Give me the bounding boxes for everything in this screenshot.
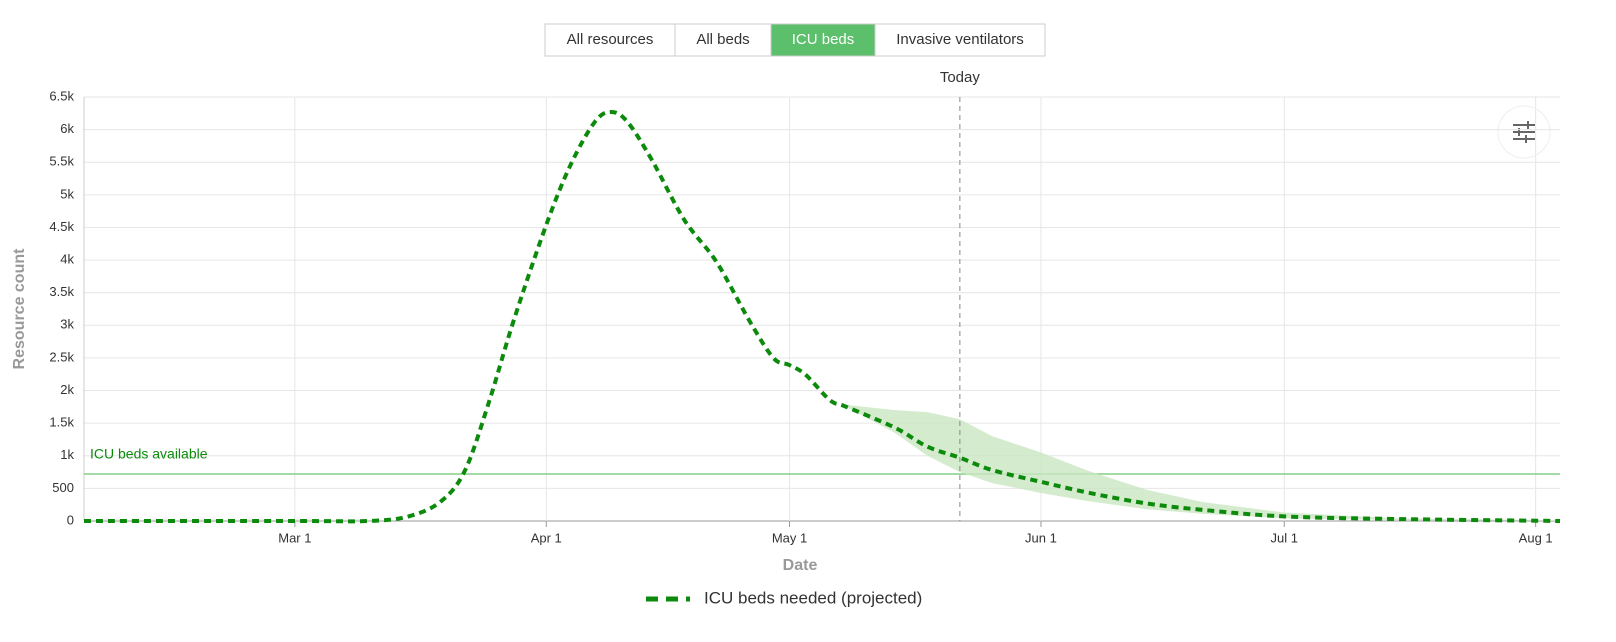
tab-label[interactable]: All beds bbox=[696, 31, 749, 48]
y-tick-label: 4.5k bbox=[49, 219, 74, 234]
data-line bbox=[83, 110, 1561, 524]
y-tick-label: 2.5k bbox=[49, 349, 74, 364]
x-tick-label: Mar 1 bbox=[278, 530, 311, 545]
tab-button[interactable] bbox=[674, 23, 772, 57]
tab-bar: All resources All beds ICU beds Invasive ve… bbox=[544, 23, 1046, 57]
uncertainty-band bbox=[846, 404, 1560, 521]
tab-label[interactable]: ICU beds bbox=[792, 31, 855, 48]
today-label: Today bbox=[940, 69, 981, 86]
x-tick-label: Aug 1 bbox=[1519, 530, 1553, 545]
y-tick-label: 3k bbox=[60, 317, 74, 332]
settings-button[interactable] bbox=[1497, 105, 1551, 159]
y-tick-label: 2k bbox=[60, 382, 74, 397]
x-tick-label: Apr 1 bbox=[531, 530, 562, 545]
tab-label[interactable]: Invasive ventilators bbox=[896, 31, 1024, 48]
x-tick-label: May 1 bbox=[772, 530, 807, 545]
y-tick-label: 500 bbox=[52, 480, 74, 495]
y-tick-label: 0 bbox=[67, 512, 74, 527]
x-axis-label: Date bbox=[783, 557, 818, 574]
reference-label: ICU beds available bbox=[90, 446, 208, 462]
y-tick-label: 1k bbox=[60, 447, 74, 462]
y-tick-label: 6k bbox=[60, 121, 74, 136]
legend-label: ICU beds needed (projected) bbox=[704, 588, 922, 607]
y-tick-label: 4k bbox=[60, 252, 74, 267]
y-tick-label: 1.5k bbox=[49, 415, 74, 430]
tab-button[interactable] bbox=[770, 23, 876, 57]
y-axis-label: Resource count bbox=[11, 248, 28, 370]
y-tick-label: 3.5k bbox=[49, 284, 74, 299]
x-tick-label: Jun 1 bbox=[1025, 530, 1057, 545]
y-tick-label: 6.5k bbox=[49, 88, 74, 103]
y-tick-label: 5.5k bbox=[49, 154, 74, 169]
y-tick-label: 5k bbox=[60, 186, 74, 201]
settings-icon bbox=[1513, 121, 1535, 143]
x-tick-label: Jul 1 bbox=[1271, 530, 1298, 545]
tab-label[interactable]: All resources bbox=[567, 31, 654, 48]
tab-button[interactable] bbox=[544, 23, 676, 57]
tab-button[interactable] bbox=[874, 23, 1046, 57]
